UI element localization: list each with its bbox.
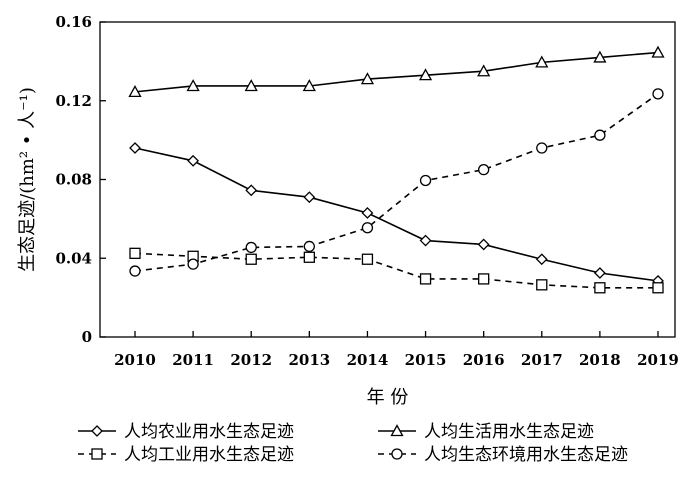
series-4-point <box>361 222 374 234</box>
x-tick-label: 2017 <box>521 351 563 369</box>
series-1-line <box>134 147 659 282</box>
x-tick-label: 2011 <box>172 351 214 369</box>
series-layer <box>128 45 665 294</box>
series-3-point <box>303 251 315 263</box>
series-1-point <box>535 253 548 266</box>
legend-item-3: 人均工业用水生态足迹 <box>78 445 294 465</box>
series-1-point <box>361 207 374 219</box>
legend-item-1: 人均农业用水生态足迹 <box>78 422 294 442</box>
y-tick-label: 0.16 <box>55 13 92 31</box>
series-1 <box>129 142 664 287</box>
series-3-point <box>419 273 432 285</box>
series-2 <box>128 45 665 98</box>
series-1-point <box>477 238 490 251</box>
x-tick-label: 2014 <box>347 351 389 369</box>
legend-label: 人均生活用水生态足迹 <box>424 422 594 442</box>
series-2-point <box>360 72 375 85</box>
series-2-point <box>418 68 433 81</box>
y-axis-title: 生态足迹/(hm² • 人⁻¹) <box>17 87 38 272</box>
series-3-point <box>478 273 490 285</box>
legend-marker <box>91 425 103 437</box>
legend-label: 人均农业用水生态足迹 <box>124 422 294 442</box>
x-tick-label: 2012 <box>230 351 272 369</box>
series-2-line <box>134 51 659 93</box>
x-tick-label: 2010 <box>114 351 156 369</box>
x-tick-label: 2019 <box>637 351 679 369</box>
series-3-point <box>245 253 257 265</box>
legend-label: 人均生态环境用水生态足迹 <box>424 445 628 465</box>
series-2-point <box>593 50 607 63</box>
series-4-line <box>134 93 659 272</box>
series-3-point <box>594 282 606 294</box>
x-axis-title: 年 份 <box>367 387 409 408</box>
series-1-point <box>303 191 316 204</box>
series-4-point <box>594 129 606 141</box>
series-4-point <box>187 258 199 270</box>
y-tick-label: 0.08 <box>55 171 92 189</box>
series-3-point <box>129 247 141 259</box>
series-4 <box>129 88 664 277</box>
series-3-point <box>652 282 664 294</box>
legend-marker <box>391 448 403 460</box>
x-tick-label: 2015 <box>405 351 447 369</box>
y-tick-label: 0.12 <box>55 92 92 110</box>
plot-frame <box>99 21 676 338</box>
series-2-point <box>186 79 200 92</box>
x-tick-label: 2013 <box>288 351 330 369</box>
series-1-point <box>419 234 432 247</box>
axes: 0 0.04 0.08 0.12 0.16 2010 2011 2012 2013 2014 201… <box>55 13 678 369</box>
series-4-point <box>478 164 490 176</box>
series-4-point <box>419 174 432 187</box>
series-1-point <box>593 267 606 279</box>
series-2-point <box>302 79 316 92</box>
series-2-point <box>535 55 549 68</box>
y-tick-label: 0.04 <box>55 249 92 267</box>
series-2-point <box>477 64 491 77</box>
y-tick-label: 0 <box>82 328 92 346</box>
series-3-point <box>536 279 548 291</box>
legend-item-2: 人均生活用水生态足迹 <box>378 422 594 442</box>
series-2-point <box>128 85 142 98</box>
series-3 <box>129 247 664 294</box>
series-4-point <box>652 88 664 100</box>
x-tick-label: 2016 <box>463 351 505 369</box>
series-3-point <box>361 253 374 265</box>
series-4-point <box>245 241 257 254</box>
legend-marker <box>91 448 103 460</box>
series-1-point <box>129 142 141 154</box>
series-2-point <box>244 79 258 92</box>
series-1-point <box>187 154 200 167</box>
legend-item-4: 人均生态环境用水生态足迹 <box>378 445 628 465</box>
series-2-point <box>651 45 665 58</box>
series-4-point <box>303 240 315 253</box>
series-1-point <box>245 184 258 197</box>
x-tick-label: 2018 <box>579 351 621 369</box>
series-4-point <box>536 142 548 154</box>
legend-marker <box>390 424 404 437</box>
series-4-point <box>129 265 141 277</box>
legend-label: 人均工业用水生态足迹 <box>124 445 294 465</box>
